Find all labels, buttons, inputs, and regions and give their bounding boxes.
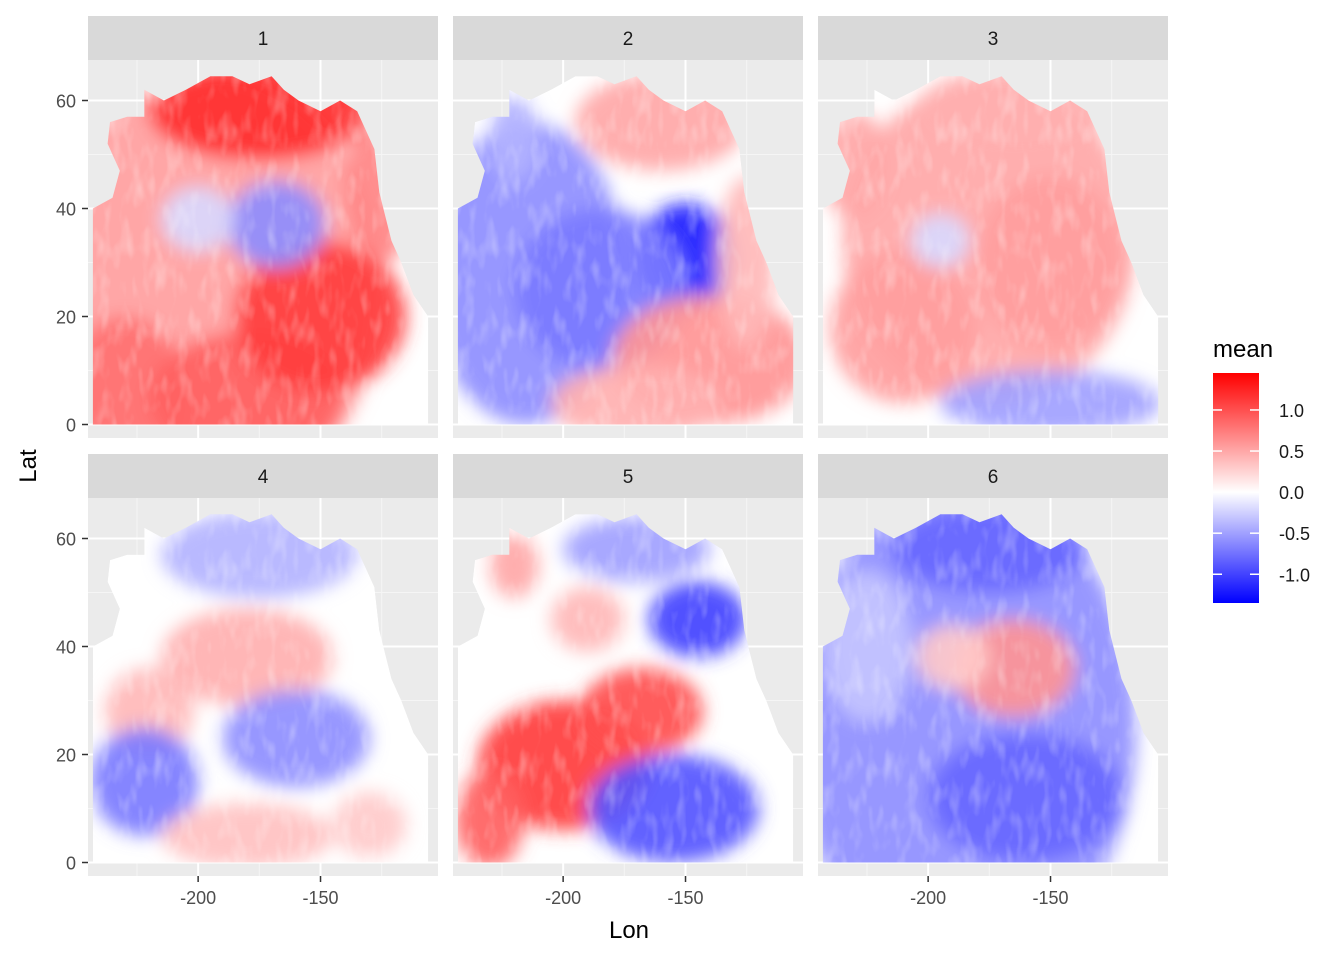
x-tick-label: -200 xyxy=(545,888,581,908)
axes: 0 20 40 60 0 20 40 60 -200 -150 -200 -150 -200 -150 xyxy=(56,92,1069,909)
facet-strip-label: 2 xyxy=(623,29,634,50)
legend-tick-label: -0.5 xyxy=(1279,524,1310,544)
facet-strip-label: 4 xyxy=(258,467,269,488)
facet-strip-label: 1 xyxy=(258,29,269,50)
legend: mean 1.0 0.5 0.0 -0.5 -1.0 xyxy=(1213,336,1310,603)
facet-panel xyxy=(453,60,803,438)
x-tick-label: -200 xyxy=(910,888,946,908)
y-tick-label: 40 xyxy=(56,638,76,658)
facet-strip xyxy=(453,454,803,498)
heat-field xyxy=(92,76,429,425)
y-tick-label: 60 xyxy=(56,92,76,112)
x-axis-title: Lon xyxy=(609,917,649,944)
x-tick-label: -150 xyxy=(303,888,339,908)
facet-strip-label: 5 xyxy=(623,467,634,488)
legend-tick-label: 0.5 xyxy=(1279,442,1304,462)
x-tick-label: -200 xyxy=(180,888,216,908)
legend-title: mean xyxy=(1213,336,1273,363)
y-tick-label: 0 xyxy=(66,416,76,436)
legend-tick-label: 0.0 xyxy=(1279,483,1304,503)
y-tick-label: 20 xyxy=(56,308,76,328)
x-tick-label: -150 xyxy=(668,888,704,908)
heat-field xyxy=(457,514,794,863)
y-tick-label: 60 xyxy=(56,530,76,550)
y-tick-label: 20 xyxy=(56,746,76,766)
facet-strip xyxy=(818,16,1168,60)
facet-strip-label: 3 xyxy=(988,29,999,50)
heat-field xyxy=(822,514,1159,863)
y-tick-label: 0 xyxy=(66,854,76,874)
legend-colorbar xyxy=(1213,373,1259,603)
x-tick-label: -150 xyxy=(1033,888,1069,908)
facet-panel xyxy=(818,60,1168,438)
facet-panel xyxy=(88,498,438,876)
heat-field xyxy=(457,76,794,425)
y-tick-label: 40 xyxy=(56,200,76,220)
facet-panel xyxy=(453,498,803,876)
facet-strip xyxy=(453,16,803,60)
facet-strip xyxy=(818,454,1168,498)
facet-panel xyxy=(88,60,438,438)
facet-strip xyxy=(88,454,438,498)
facet-strip-label: 6 xyxy=(988,467,999,488)
y-axis-title: Lat xyxy=(15,449,42,483)
facet-panel xyxy=(818,498,1168,876)
facet-strip xyxy=(88,16,438,60)
legend-tick-label: -1.0 xyxy=(1279,565,1310,585)
facet-panels: 1 2 3 4 5 6 xyxy=(88,16,1168,876)
legend-tick-label: 1.0 xyxy=(1279,401,1304,421)
